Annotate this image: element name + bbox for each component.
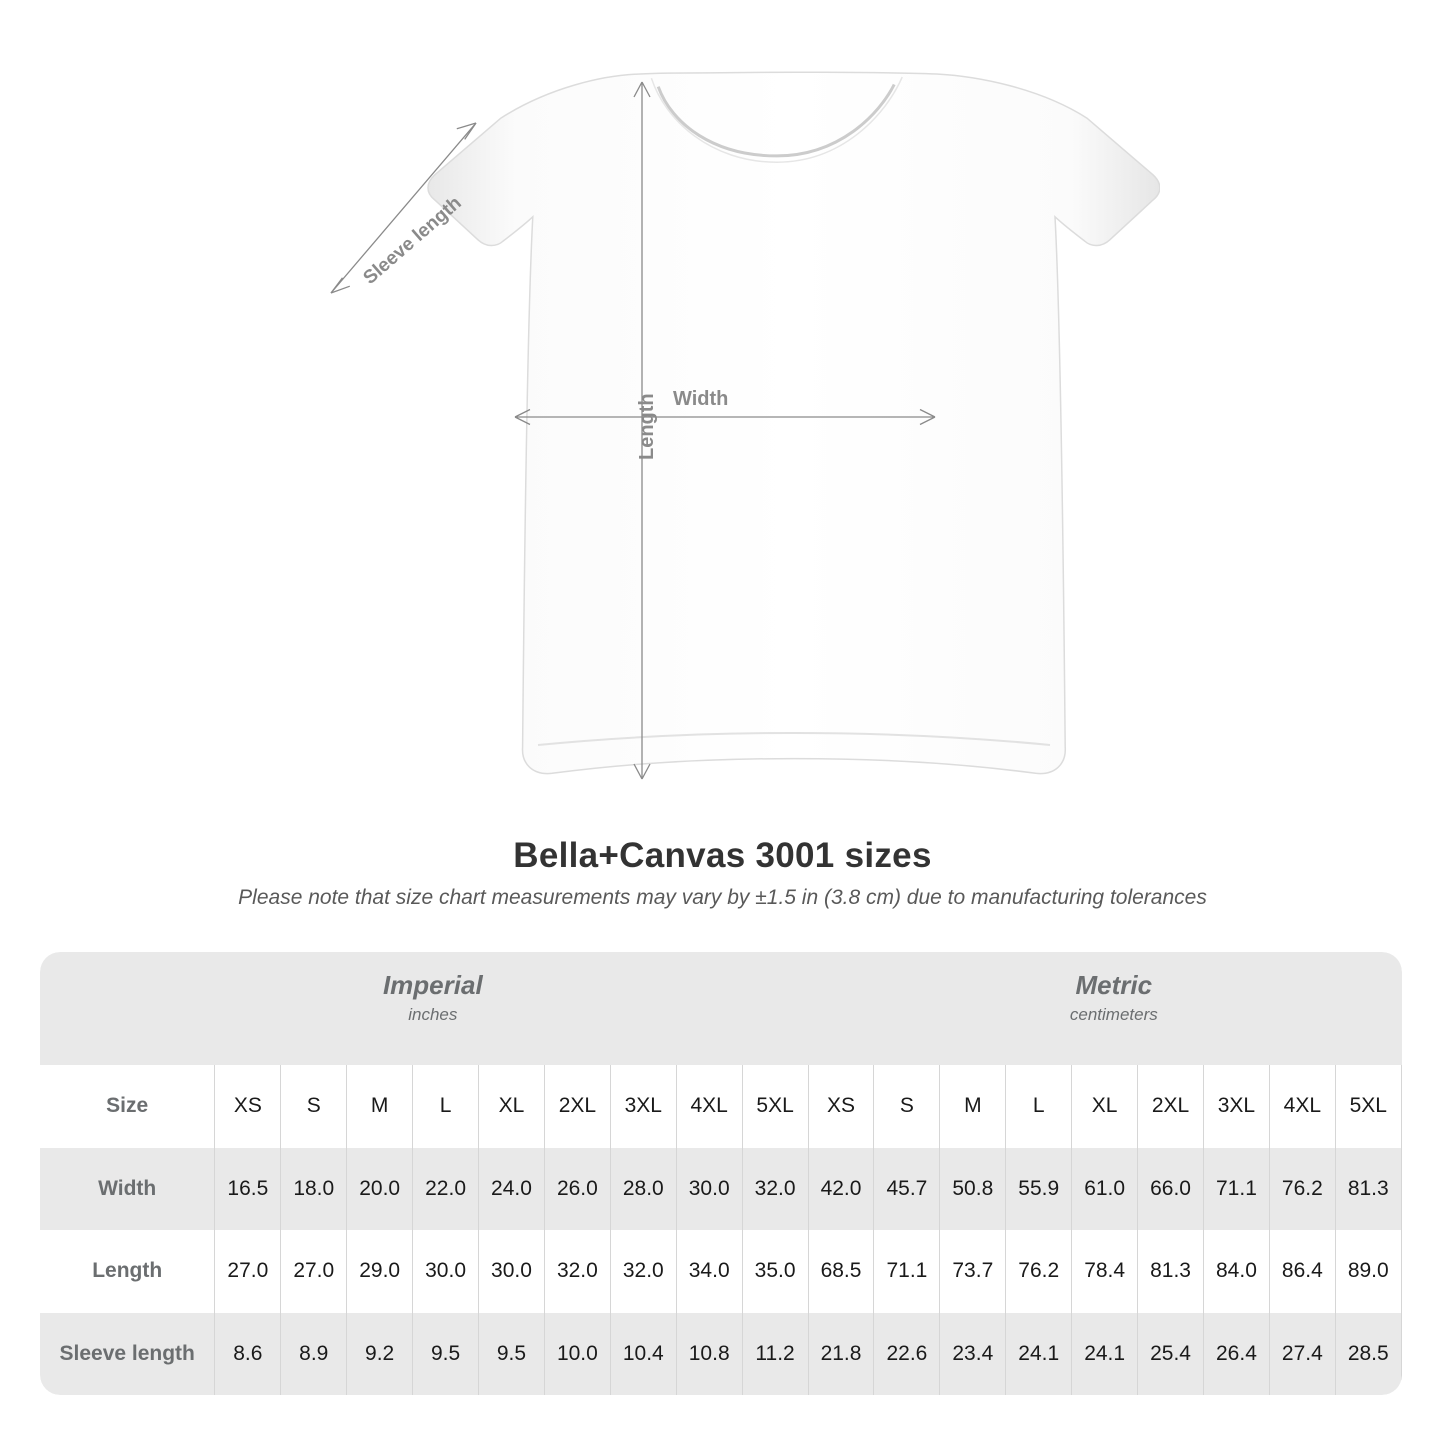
svg-text:Length: Length — [636, 393, 658, 460]
svg-text:Width: Width — [673, 388, 728, 410]
